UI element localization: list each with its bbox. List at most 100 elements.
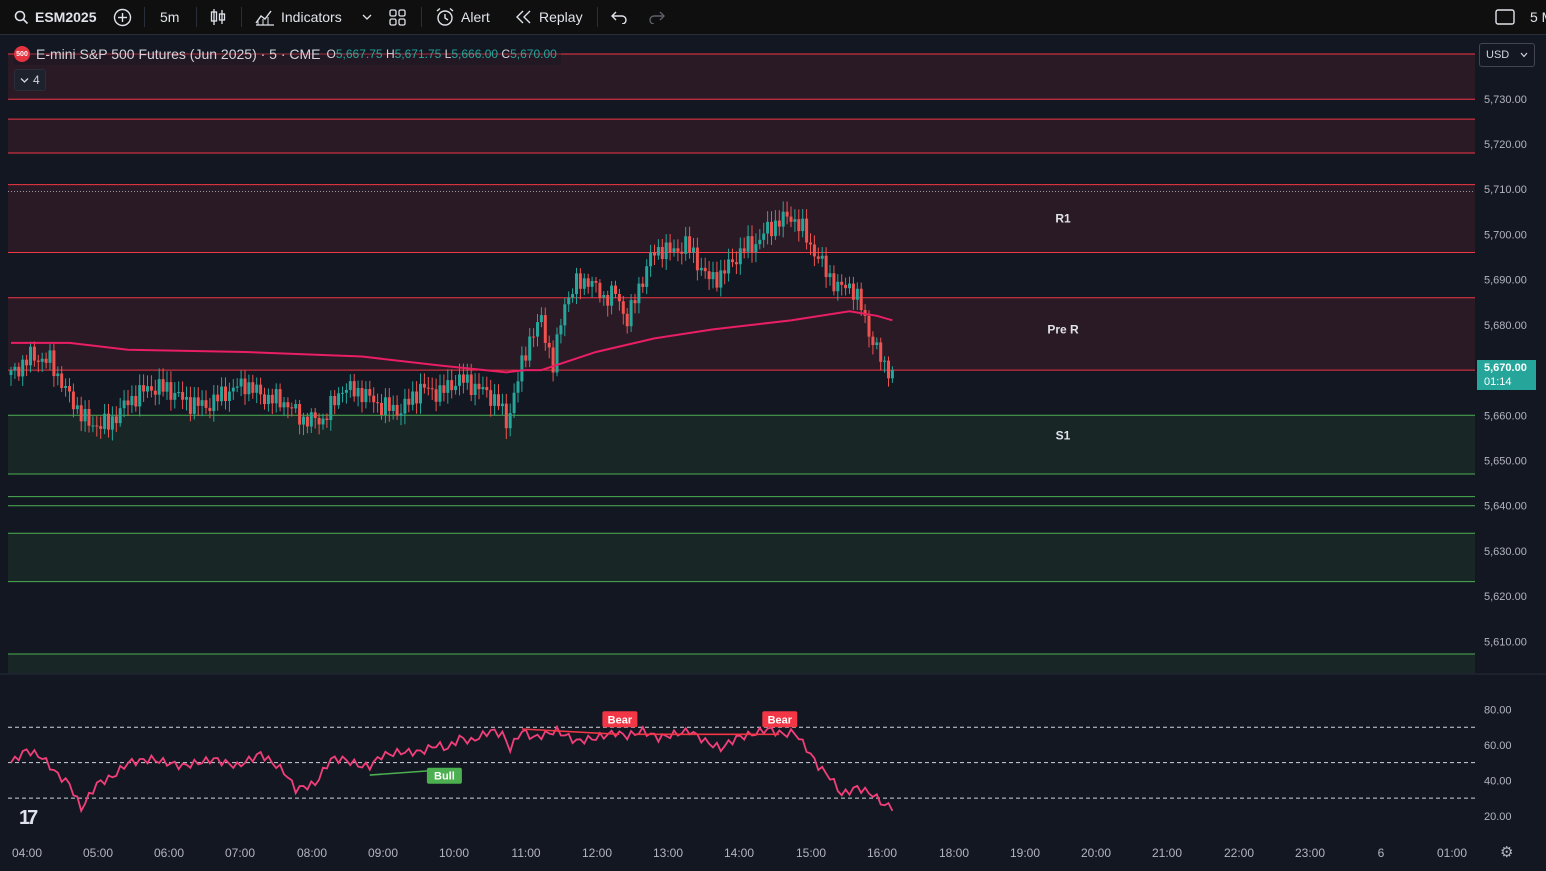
undo-button[interactable]: [611, 0, 627, 34]
candle: [637, 277, 641, 314]
candle: [305, 412, 309, 434]
candle: [99, 416, 103, 439]
candle: [411, 381, 415, 411]
candle-body: [770, 221, 773, 237]
candle-body: [820, 255, 824, 259]
rsi-axis[interactable]: 80.00 60.00 40.00 20.00: [1484, 704, 1512, 822]
candle-body: [695, 247, 699, 271]
candle-body: [469, 374, 473, 395]
candle-body: [99, 426, 103, 429]
divergence-badge: [762, 711, 798, 728]
support-zone: [8, 654, 1475, 673]
candle-body: [325, 418, 329, 421]
candle-body: [114, 416, 118, 424]
candle-body: [668, 242, 672, 253]
currency-select[interactable]: USD: [1479, 43, 1535, 67]
candle-body: [44, 358, 48, 363]
compare-symbol-button[interactable]: [113, 0, 132, 34]
candle-body: [727, 259, 731, 274]
candle: [134, 385, 138, 412]
candle: [325, 413, 329, 428]
candle-body: [216, 394, 220, 402]
candle-body: [79, 405, 83, 422]
candle-body: [188, 397, 192, 414]
candle-body: [227, 391, 231, 402]
redo-button[interactable]: [649, 0, 665, 34]
time-axis[interactable]: 04:00 05:00 06:00 07:00 08:00 09:00 10:00 11:00…: [12, 846, 1467, 860]
candle-body: [539, 315, 543, 323]
candle: [711, 261, 715, 289]
candle-body: [270, 394, 274, 404]
candle: [122, 390, 126, 418]
candle-body: [575, 273, 578, 295]
alert-label: Alert: [461, 9, 490, 25]
symbol-search[interactable]: ESM2025: [14, 0, 96, 34]
candle-body: [692, 247, 695, 253]
candle-body: [56, 373, 60, 377]
candle-body: [567, 297, 571, 305]
candle: [91, 416, 95, 433]
candle: [575, 267, 578, 305]
candle-body: [333, 395, 337, 406]
candle-body: [582, 278, 586, 289]
symbol-legend[interactable]: 500 E-mini S&P 500 Futures (Jun 2025) · …: [14, 43, 561, 65]
bear-divergence-label: Bear: [762, 711, 798, 728]
candle-body: [13, 366, 17, 371]
candle: [871, 331, 875, 355]
candle: [266, 388, 270, 412]
candle-body: [83, 408, 87, 422]
indicators-button[interactable]: Indicators: [255, 0, 342, 34]
fullscreen-button[interactable]: [1495, 0, 1515, 34]
candle: [883, 356, 887, 373]
price-axis[interactable]: 5,730.00 5,720.00 5,710.00 5,700.00 5,690.00…: [1484, 94, 1527, 649]
price-axis-label: 5,680.00: [1484, 320, 1527, 332]
candle: [157, 368, 161, 405]
candle-body: [169, 382, 173, 400]
candle-body: [844, 284, 848, 289]
close-value: 5,670.00: [510, 47, 557, 61]
alarm-clock-icon: [436, 7, 454, 26]
candle-body: [766, 221, 770, 234]
resistance-zone: [8, 297, 1475, 371]
currency-label: USD: [1486, 49, 1510, 61]
interval-button[interactable]: 5m: [160, 0, 179, 34]
candle-body: [851, 283, 855, 300]
candle-body: [36, 360, 40, 362]
candle-body: [235, 386, 239, 388]
candle: [169, 371, 173, 411]
chart-type-button[interactable]: [209, 0, 227, 34]
indicators-collapse-toggle[interactable]: 4: [14, 69, 46, 91]
candle: [770, 211, 773, 246]
alert-button[interactable]: Alert: [435, 0, 490, 34]
candle: [715, 261, 719, 292]
indicators-dropdown[interactable]: [362, 0, 372, 34]
settings-gear-icon[interactable]: ⚙: [1500, 844, 1514, 861]
candle-body: [313, 412, 317, 418]
candle: [547, 335, 551, 359]
candle: [481, 376, 485, 395]
candle-body: [879, 342, 883, 362]
candle: [395, 395, 399, 420]
candle: [36, 354, 40, 373]
candles-icon: [210, 9, 226, 25]
zone-label: Pre R: [1047, 322, 1079, 336]
layouts-button[interactable]: [389, 0, 406, 34]
candle-body: [383, 397, 387, 415]
candle-body: [259, 384, 263, 395]
candle: [446, 369, 450, 404]
tradingview-logo[interactable]: 17: [19, 807, 38, 829]
candle-body: [773, 220, 777, 237]
candle: [832, 265, 836, 296]
candle-body: [458, 374, 461, 386]
toolbar-overflow-text[interactable]: 5 M: [1530, 0, 1546, 34]
candle-body: [32, 346, 36, 361]
candle-body: [212, 394, 216, 412]
candle: [422, 373, 426, 394]
candle: [645, 259, 649, 295]
candle-body: [875, 342, 879, 346]
candle: [426, 376, 430, 396]
replay-button[interactable]: Replay: [515, 0, 583, 34]
candle-body: [91, 425, 95, 427]
candle: [656, 239, 660, 260]
